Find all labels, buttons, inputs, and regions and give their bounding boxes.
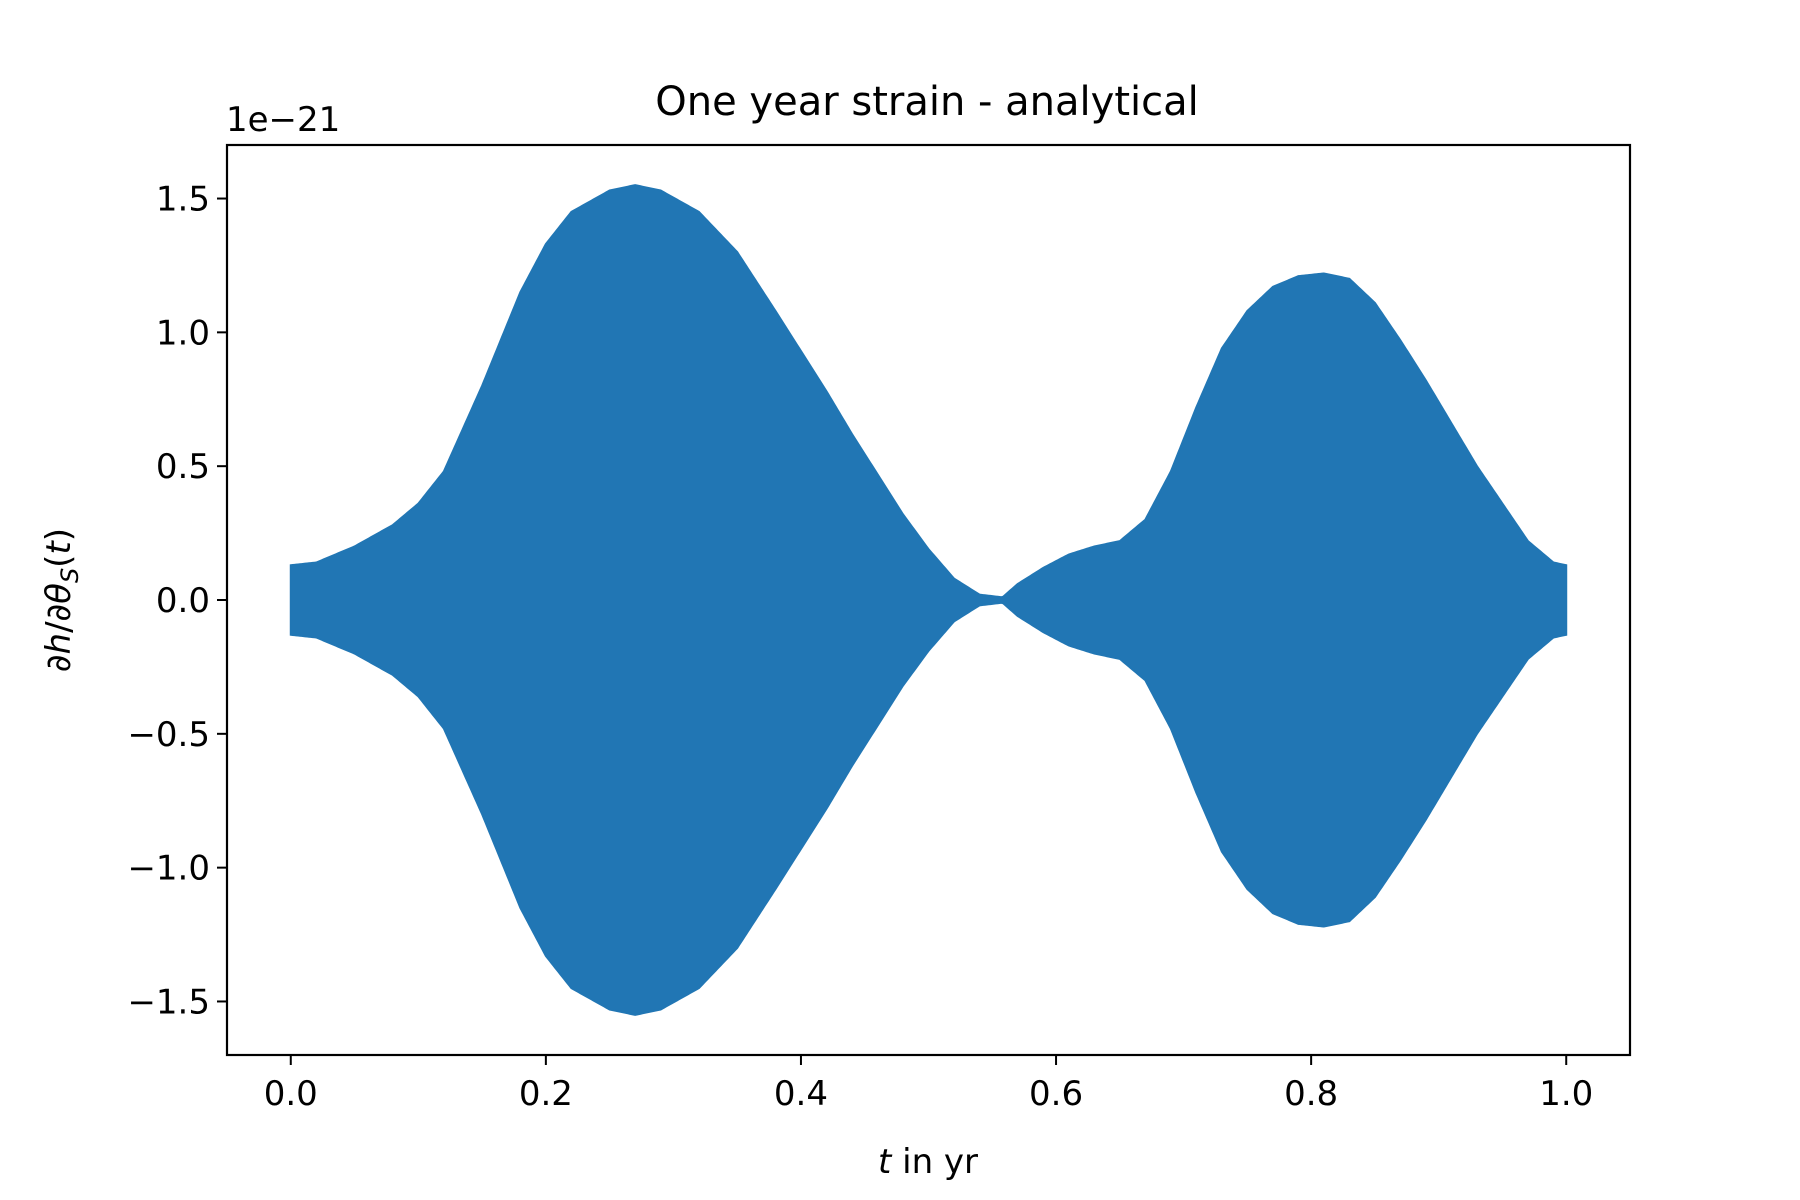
x-tick-label: 0.8 — [1284, 1074, 1338, 1114]
y-axis-label: ∂h/∂θS(t) — [39, 528, 84, 672]
y-label-partial-1: ∂ — [39, 654, 79, 672]
x-tick-label: 0.4 — [774, 1074, 828, 1114]
y-label-h: h — [39, 633, 79, 655]
x-tick-label: 1.0 — [1539, 1074, 1593, 1114]
y-label-t: t — [39, 540, 79, 555]
x-axis: 0.0 0.2 0.4 0.6 0.8 1.0 — [264, 1055, 1593, 1114]
y-label-open-paren: ( — [39, 555, 79, 568]
strain-envelope-area — [289, 184, 1568, 1016]
y-tick-label: −0.5 — [127, 715, 210, 755]
y-tick-label: −1.0 — [127, 849, 210, 889]
y-label-partial-2: /∂ — [39, 604, 79, 633]
x-tick-label: 0.2 — [519, 1074, 573, 1114]
y-axis: −1.5 −1.0 −0.5 0.0 0.5 1.0 1.5 — [127, 180, 227, 1022]
x-tick-label: 0.6 — [1029, 1074, 1083, 1114]
y-tick-label: −1.5 — [127, 982, 210, 1022]
y-label-subscript: S — [56, 568, 84, 583]
chart-title: One year strain - analytical — [655, 79, 1199, 125]
x-axis-label: t in yr — [878, 1142, 978, 1182]
plot-area — [289, 184, 1568, 1016]
x-axis-label-variable: t — [878, 1142, 893, 1182]
y-label-theta: θ — [39, 583, 79, 604]
y-tick-label: 1.0 — [156, 313, 210, 353]
y-offset-label: 1e−21 — [226, 100, 340, 140]
y-tick-label: 1.5 — [156, 180, 210, 220]
y-tick-label: 0.0 — [156, 581, 210, 621]
y-tick-label: 0.5 — [156, 447, 210, 487]
x-axis-label-unit: in yr — [891, 1142, 978, 1182]
x-tick-label: 0.0 — [264, 1074, 318, 1114]
y-label-close-paren: ) — [39, 528, 79, 541]
